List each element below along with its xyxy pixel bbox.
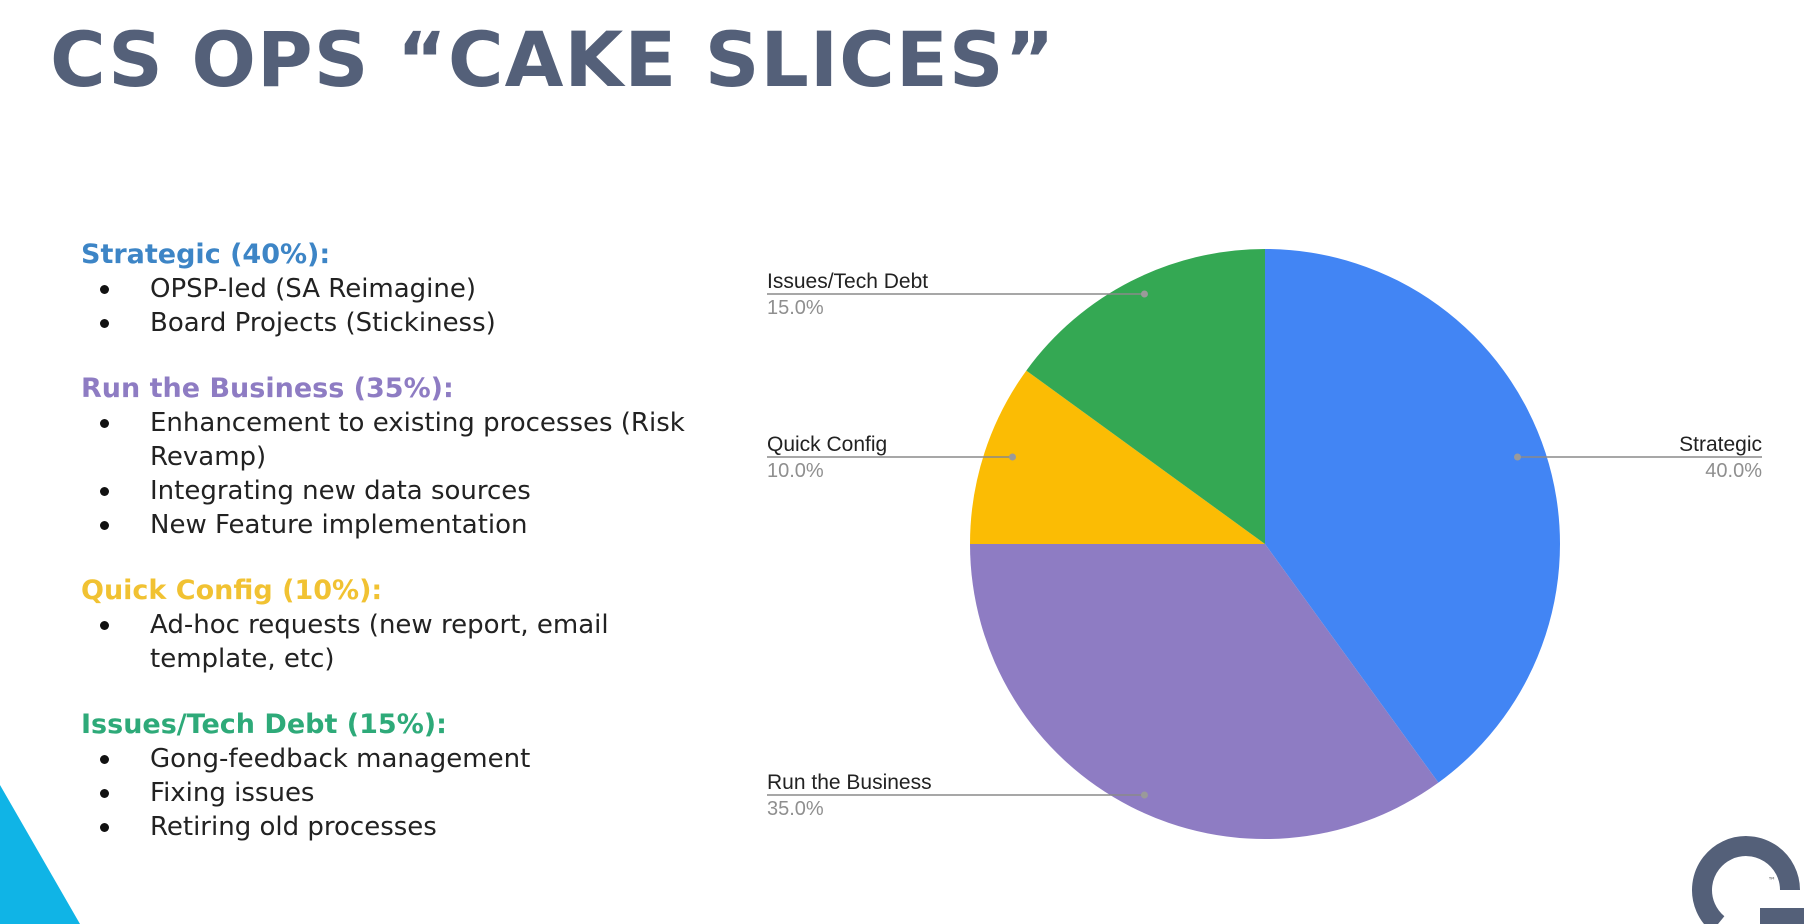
- slice-value-label: 40.0%: [1705, 460, 1762, 482]
- logo-letter-shape: [1692, 836, 1800, 924]
- category-heading: Strategic (40%):: [81, 239, 331, 270]
- bullet-list: OPSP-led (SA Reimagine) Board Projects (S…: [81, 272, 721, 340]
- slide-title: CS OPS “CAKE SLICES”: [50, 15, 1056, 104]
- bullet-list: Ad-hoc requests (new report, email templ…: [81, 608, 721, 676]
- category-list: Strategic (40%): OPSP-led (SA Reimagine) B…: [81, 238, 721, 876]
- accent-triangle-shape: [0, 785, 80, 924]
- trademark-symbol: ™: [1768, 876, 1776, 885]
- leader-dot: [1008, 453, 1016, 461]
- slice-label: Strategic: [1679, 433, 1762, 456]
- bullet-dot-icon: [100, 285, 109, 294]
- pie-slice-strategic: [1265, 249, 1560, 783]
- leader-dot: [1514, 453, 1522, 461]
- category-heading: Quick Config (10%):: [81, 575, 383, 606]
- bullet-list: Enhancement to existing processes (Risk …: [81, 406, 721, 542]
- bullet-dot-icon: [100, 319, 109, 328]
- category-section: Strategic (40%): OPSP-led (SA Reimagine) B…: [81, 238, 721, 340]
- bullet-dot-icon: [100, 823, 109, 832]
- leader-dot: [1140, 791, 1148, 799]
- logo-letter-bar: [1760, 908, 1804, 924]
- bullet-text: OPSP-led (SA Reimagine): [150, 274, 477, 304]
- pie-slice-quick-config: [970, 370, 1265, 544]
- pie-slice-issues-tech-debt: [1026, 249, 1265, 544]
- category-section: Issues/Tech Debt (15%): Gong-feedback man…: [81, 708, 721, 844]
- category-section: Run the Business (35%): Enhancement to ex…: [81, 372, 721, 542]
- bullet-list: Gong-feedback management Fixing issues Ret…: [81, 742, 721, 844]
- bullet-dot-icon: [100, 621, 109, 630]
- bullet-dot-icon: [100, 789, 109, 798]
- bullet-item: Ad-hoc requests (new report, email templ…: [81, 608, 721, 676]
- bullet-text: Board Projects (Stickiness): [150, 308, 496, 338]
- slice-label: Quick Config: [767, 433, 887, 456]
- slice-label: Run the Business: [767, 771, 932, 794]
- slice-value-label: 15.0%: [767, 297, 824, 319]
- bullet-text: Integrating new data sources: [150, 476, 531, 506]
- bullet-item: Retiring old processes: [81, 810, 721, 844]
- slice-label: Issues/Tech Debt: [767, 270, 928, 293]
- bullet-item: Fixing issues: [81, 776, 721, 810]
- bullet-dot-icon: [100, 521, 109, 530]
- bullet-item: OPSP-led (SA Reimagine): [81, 272, 721, 306]
- bullet-text: Retiring old processes: [150, 812, 437, 842]
- bullet-item: New Feature implementation: [81, 508, 721, 542]
- bullet-text: New Feature implementation: [150, 510, 528, 540]
- bullet-text: Enhancement to existing processes (Risk …: [150, 408, 685, 472]
- category-section: Quick Config (10%): Ad-hoc requests (new …: [81, 574, 721, 676]
- bullet-text: Fixing issues: [150, 778, 315, 808]
- bullet-text: Gong-feedback management: [150, 744, 531, 774]
- slice-value-label: 35.0%: [767, 798, 824, 820]
- bullet-item: Board Projects (Stickiness): [81, 306, 721, 340]
- bullet-item: Enhancement to existing processes (Risk …: [81, 406, 721, 474]
- bullet-dot-icon: [100, 755, 109, 764]
- bullet-item: Gong-feedback management: [81, 742, 721, 776]
- leader-dot: [1140, 290, 1148, 298]
- bullet-dot-icon: [100, 487, 109, 496]
- bullet-text: Ad-hoc requests (new report, email templ…: [150, 610, 609, 674]
- category-heading: Issues/Tech Debt (15%):: [81, 709, 447, 740]
- bullet-dot-icon: [100, 419, 109, 428]
- pie-slice-run-the-business: [970, 544, 1439, 839]
- category-heading: Run the Business (35%):: [81, 373, 454, 404]
- bullet-item: Integrating new data sources: [81, 474, 721, 508]
- slice-value-label: 10.0%: [767, 460, 824, 482]
